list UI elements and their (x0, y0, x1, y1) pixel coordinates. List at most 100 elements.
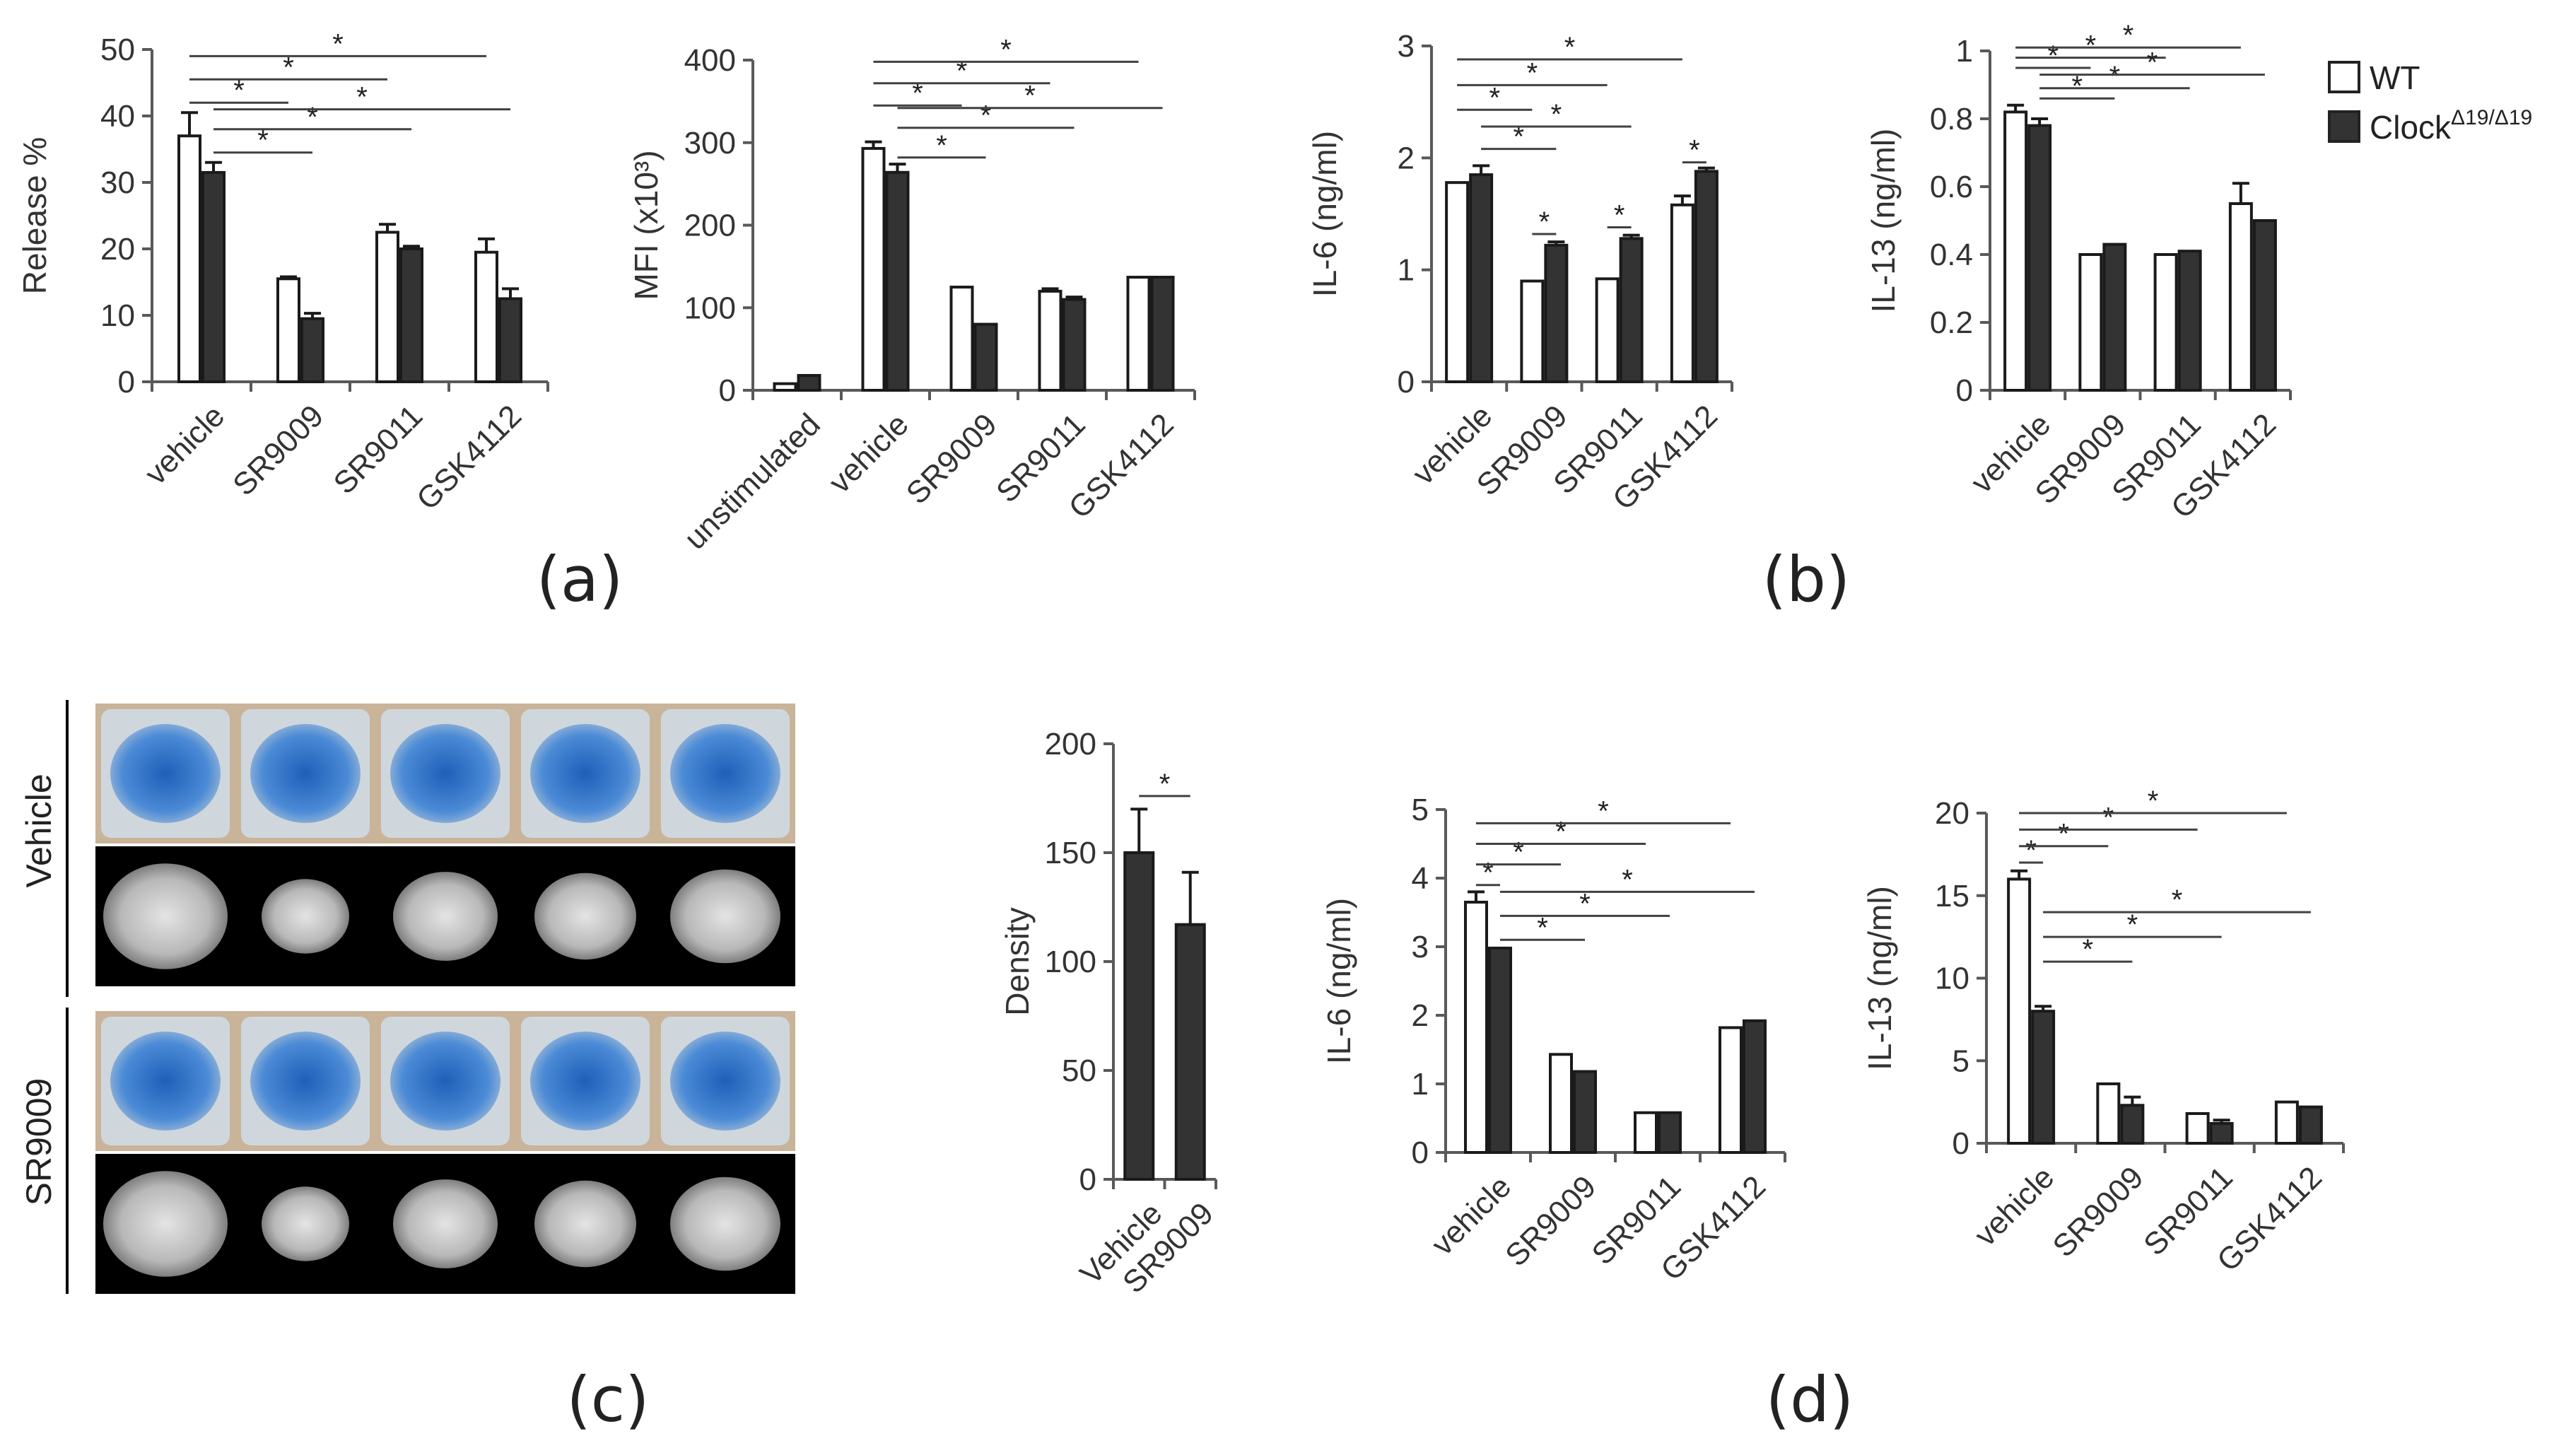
significance-star: * (356, 82, 368, 113)
bar-wt (2185, 1111, 2210, 1145)
significance-star: * (936, 130, 947, 161)
y-tick-label: 1 (1412, 1067, 1429, 1102)
chart-il13_d: 05101520vehicleSR9009SR9011GSK4112IL-13 … (1861, 786, 2345, 1278)
bar-clock (2120, 1104, 2145, 1145)
y-tick-label: 100 (684, 291, 736, 325)
bar-clock (498, 297, 522, 383)
y-tick-label: 0 (118, 365, 135, 399)
grayscale-dye-spot (534, 872, 636, 960)
blue-dye-spot (110, 1032, 221, 1131)
bar-wt (1549, 1053, 1573, 1155)
blue-dye-spot (670, 724, 780, 823)
significance-star: * (1555, 817, 1567, 848)
bar-clock (2177, 250, 2202, 392)
bar-clock (201, 170, 226, 383)
significance-star: * (283, 52, 294, 83)
blue-dye-spot (670, 1032, 780, 1131)
y-tick-label: 100 (1045, 945, 1096, 979)
x-tick-label: SR9009 (900, 407, 1004, 511)
legend-label-clock: ClockΔ19/Δ19 (2370, 106, 2532, 146)
bar-wt (1123, 851, 1155, 1181)
significance-star: * (1527, 57, 1538, 88)
significance-star: * (332, 28, 344, 59)
grayscale-dye-spot (534, 1180, 636, 1268)
significance-star: * (956, 56, 968, 87)
bar-wt (861, 146, 886, 392)
y-axis-title: MFI (x10³) (628, 150, 665, 300)
bar-clock (973, 322, 998, 392)
bar-clock (1658, 1111, 1682, 1154)
y-tick-label: 0 (1953, 1126, 1969, 1161)
bar-clock (2027, 124, 2052, 392)
panel-label-a: (a) (537, 543, 623, 616)
y-tick-label: 2 (1398, 141, 1415, 175)
y-tick-label: 50 (100, 33, 135, 67)
y-tick-label: 400 (684, 43, 736, 78)
grayscale-dye-spot (393, 1179, 498, 1268)
significance-star: * (2147, 47, 2158, 78)
bar-wt (1520, 279, 1545, 383)
significance-star: * (2109, 61, 2121, 92)
chart-mfi: 0100200300400unstimulatedvehicleSR9009SR… (628, 34, 1196, 556)
bar-clock (2252, 219, 2277, 392)
blue-dye-spot (250, 1032, 361, 1131)
bar-clock (300, 317, 324, 384)
chart-il13_b: 00.20.40.60.81vehicleSR9009SR9011GSK4112… (1865, 20, 2292, 525)
blue-dye-spot (530, 1032, 640, 1131)
x-tick-label: vehicle (139, 399, 231, 491)
bar-clock (1743, 1019, 1767, 1155)
y-axis-title: IL-13 (ng/ml) (1865, 129, 1902, 313)
bar-clock (1469, 173, 1494, 383)
legend-swatch-wt (2328, 61, 2360, 93)
significance-star: * (912, 78, 923, 109)
y-axis-title: IL-6 (ng/ml) (1321, 898, 1357, 1064)
bar-wt (276, 277, 300, 383)
blue-dye-spot (110, 724, 221, 823)
bar-clock (399, 247, 423, 383)
bar-wt (2078, 253, 2103, 392)
y-tick-label: 200 (684, 209, 736, 243)
bar-wt (2007, 877, 2032, 1145)
y-tick-label: 1 (1398, 253, 1415, 288)
panel-label-b: (b) (1762, 543, 1851, 616)
y-tick-label: 30 (100, 165, 135, 200)
x-tick-label: SR9009 (226, 399, 330, 503)
y-tick-label: 0.2 (1930, 305, 1973, 340)
significance-star: * (1489, 82, 1500, 113)
legend-swatch-clock (2328, 110, 2360, 143)
panel-label-d: (d) (1766, 1363, 1854, 1436)
blue-dye-spot (530, 724, 640, 823)
significance-star: * (2103, 802, 2114, 833)
y-tick-label: 20 (100, 232, 135, 267)
significance-star: * (233, 75, 245, 106)
bar-wt (1174, 923, 1206, 1181)
row-label-vehicle: Vehicle (19, 773, 59, 887)
y-tick-label: 50 (1062, 1053, 1096, 1088)
y-tick-label: 40 (100, 99, 135, 134)
significance-star: * (2047, 40, 2059, 71)
bar-wt (2096, 1082, 2121, 1145)
grayscale-dye-spot (670, 869, 780, 964)
grayscale-dye-spot (103, 863, 228, 969)
y-tick-label: 4 (1412, 861, 1429, 896)
y-tick-label: 150 (1045, 836, 1096, 870)
bar-clock (2209, 1121, 2234, 1145)
y-tick-label: 20 (1935, 796, 1969, 831)
bar-wt (474, 250, 498, 384)
y-tick-label: 0 (1956, 373, 1973, 408)
y-tick-label: 0 (1412, 1135, 1429, 1170)
bar-wt (1670, 203, 1694, 384)
blue-dye-spot (250, 724, 361, 823)
y-tick-label: 3 (1398, 29, 1415, 64)
bar-clock (885, 170, 910, 392)
significance-star: * (2123, 20, 2134, 51)
significance-star: * (1537, 912, 1548, 943)
bar-clock (2102, 243, 2127, 392)
blue-dye-spot (390, 724, 500, 823)
y-tick-label: 200 (1045, 727, 1096, 761)
tissue-photo-panel (95, 703, 795, 1294)
significance-star: * (1579, 888, 1591, 919)
significance-star: * (1564, 32, 1576, 63)
